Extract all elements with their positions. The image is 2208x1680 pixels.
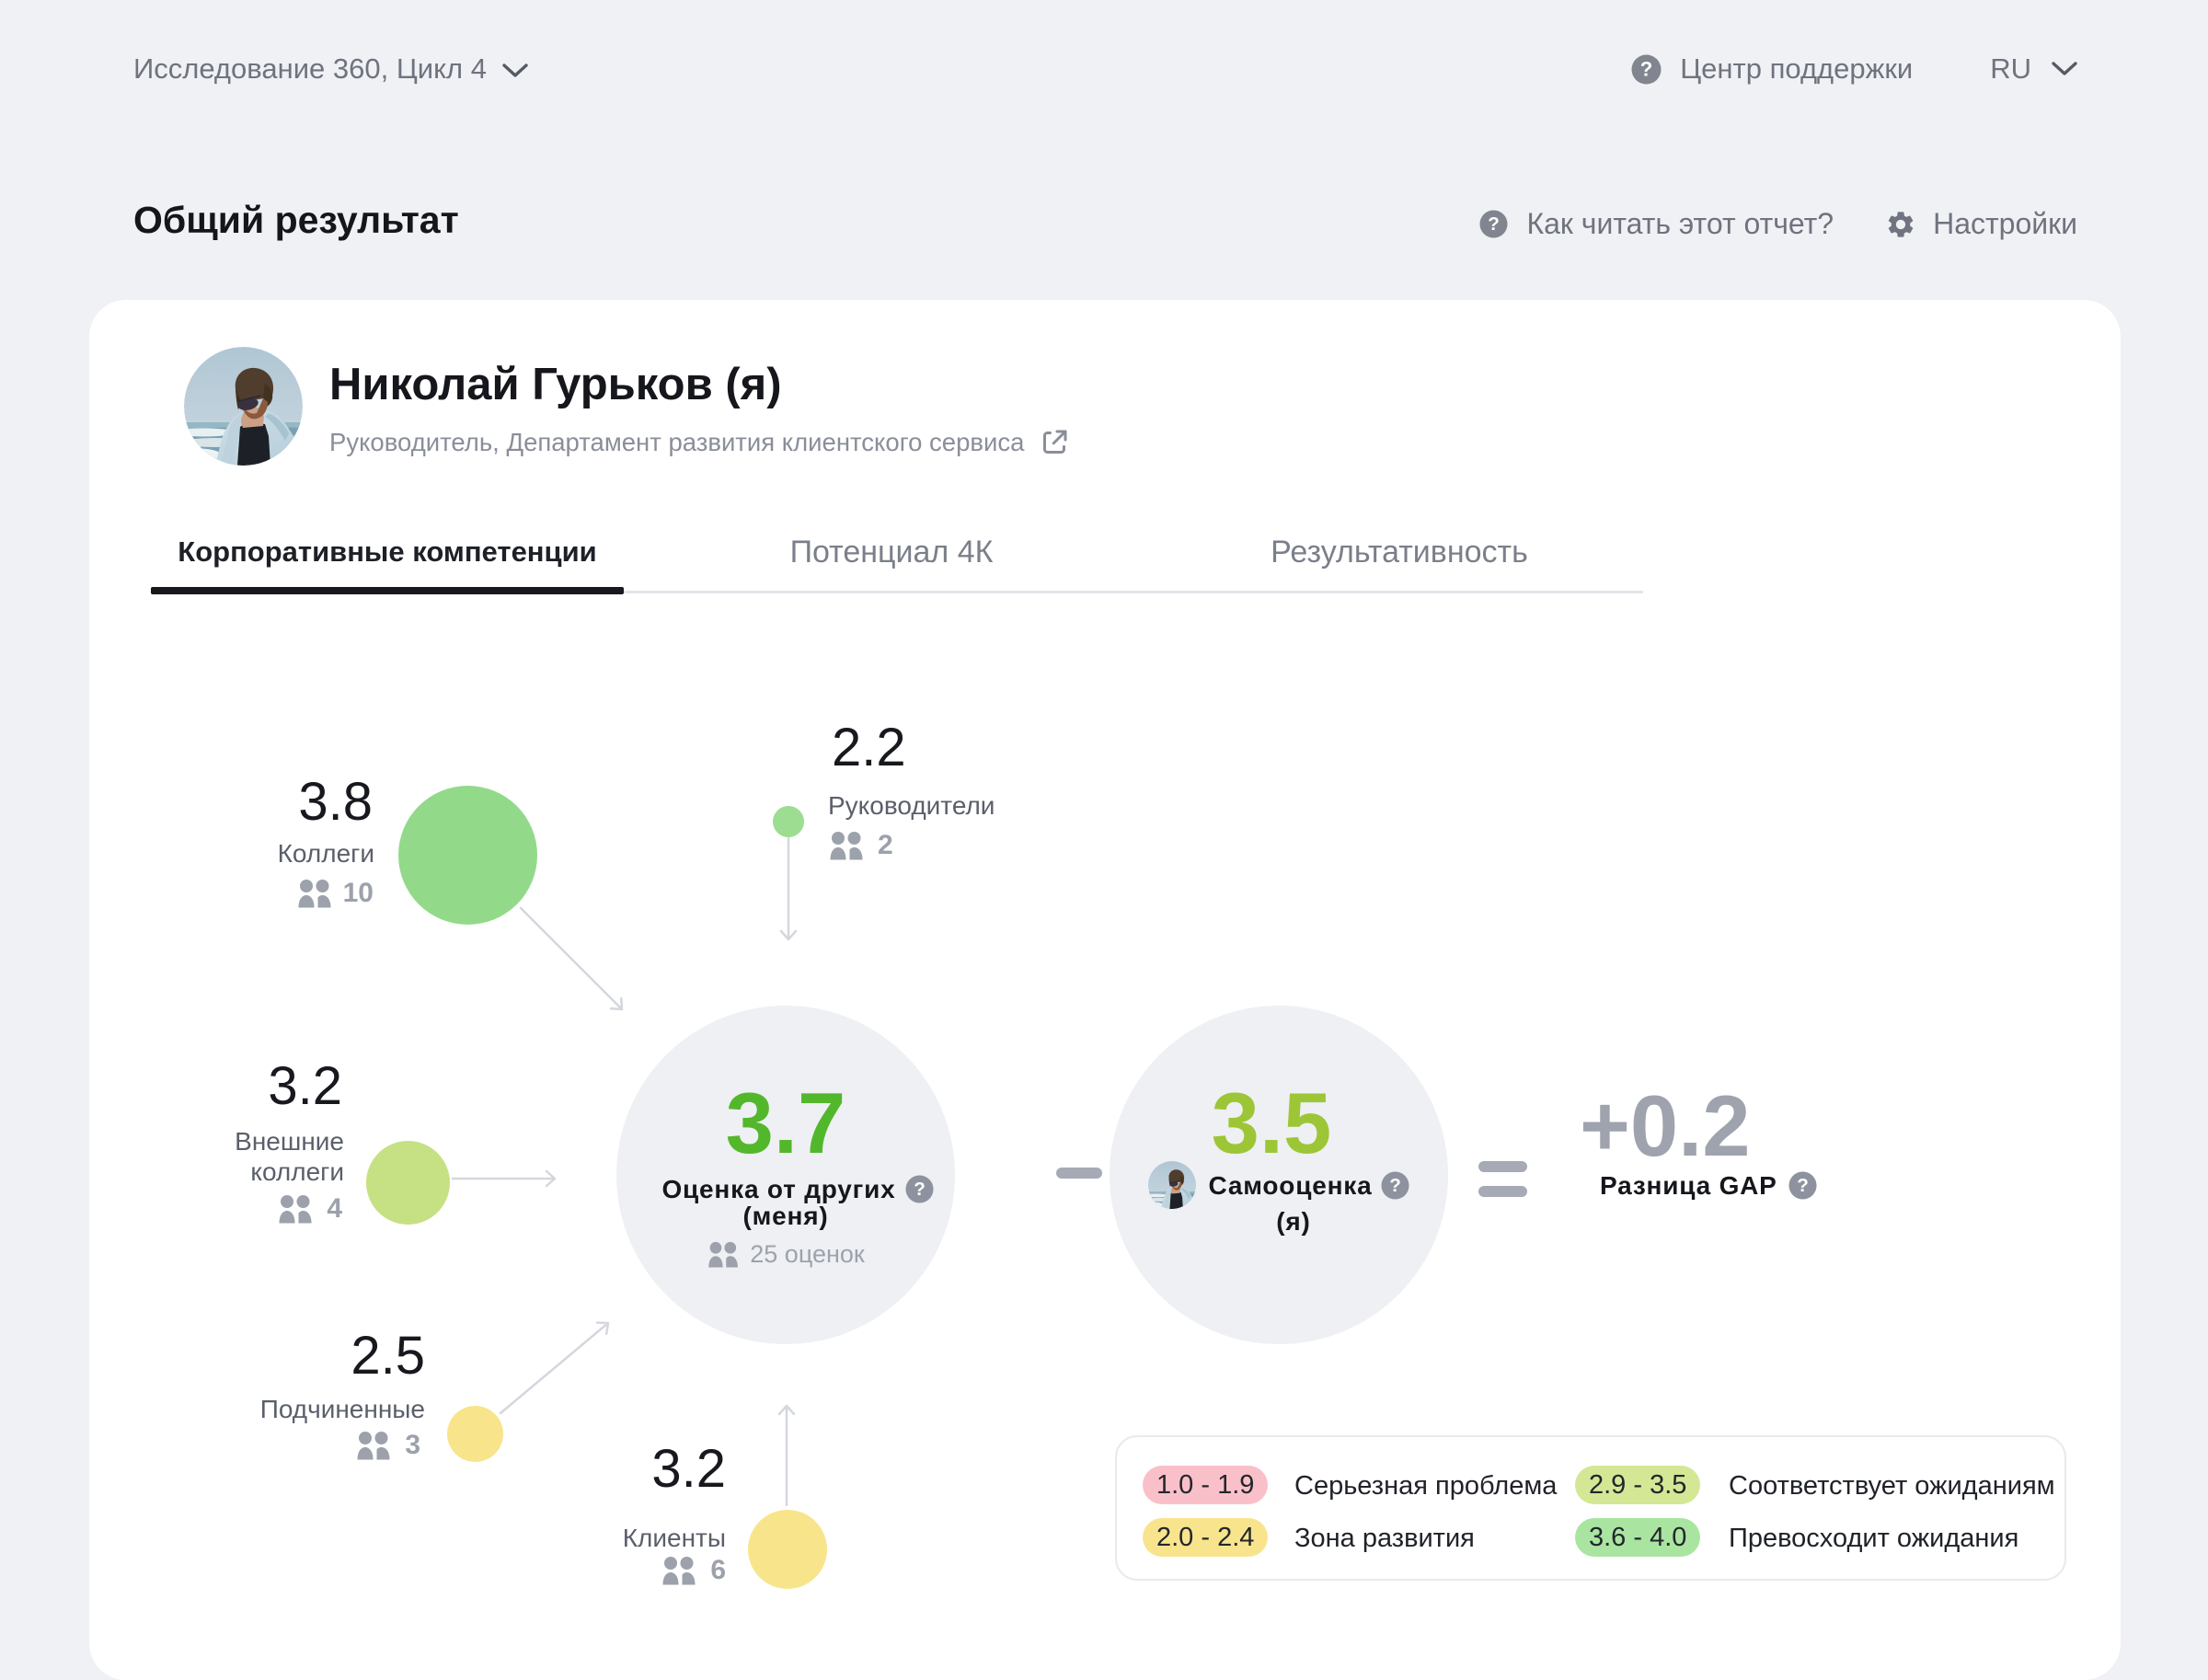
svg-text:?: ? — [1489, 213, 1501, 235]
svg-text:?: ? — [1640, 57, 1652, 80]
svg-text:?: ? — [914, 1179, 926, 1200]
svg-text:?: ? — [1797, 1175, 1809, 1196]
svg-text:?: ? — [1390, 1175, 1402, 1196]
